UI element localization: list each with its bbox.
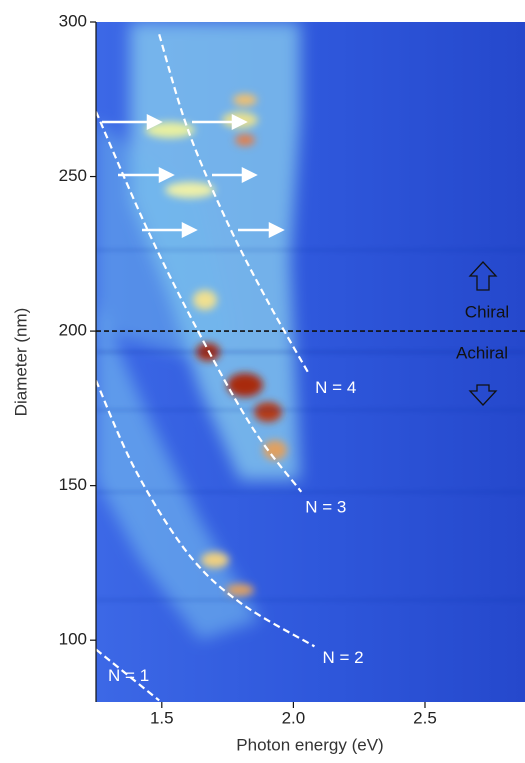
x-tick-label: 2.5 xyxy=(413,708,437,727)
x-tick-label: 1.5 xyxy=(150,708,174,727)
y-tick-label: 250 xyxy=(59,166,87,185)
series-label: N = 4 xyxy=(315,378,356,397)
mode-line xyxy=(95,648,160,702)
heatmap xyxy=(96,22,525,702)
y-tick-label: 200 xyxy=(59,321,87,340)
plot-layer: 100 150 200 250 300 1.5 2.0 2.5 N = 4 N = 3 N = 2 N… xyxy=(59,11,525,727)
y-tick-label: 150 xyxy=(59,475,87,494)
series-label: N = 2 xyxy=(322,648,363,667)
heatmap-streaks xyxy=(96,249,525,601)
annotation: Achiral xyxy=(456,343,508,362)
mode-line xyxy=(94,380,316,648)
mode-line xyxy=(158,34,311,375)
heatmap-hotspots xyxy=(145,94,287,596)
series-label: N = 1 xyxy=(108,666,149,685)
mode-line xyxy=(94,111,303,493)
annotation: Chiral xyxy=(465,302,509,321)
y-tick-label: 100 xyxy=(59,630,87,649)
x-tick-label: 2.0 xyxy=(282,708,306,727)
shift-arrows xyxy=(102,113,285,239)
chirality-arrows xyxy=(468,261,498,406)
y-axis-label: Diameter (nm) xyxy=(11,308,30,417)
x-axis-label: Photon energy (eV) xyxy=(236,735,383,754)
series-label: N = 3 xyxy=(305,497,346,516)
y-tick-label: 300 xyxy=(59,11,87,30)
